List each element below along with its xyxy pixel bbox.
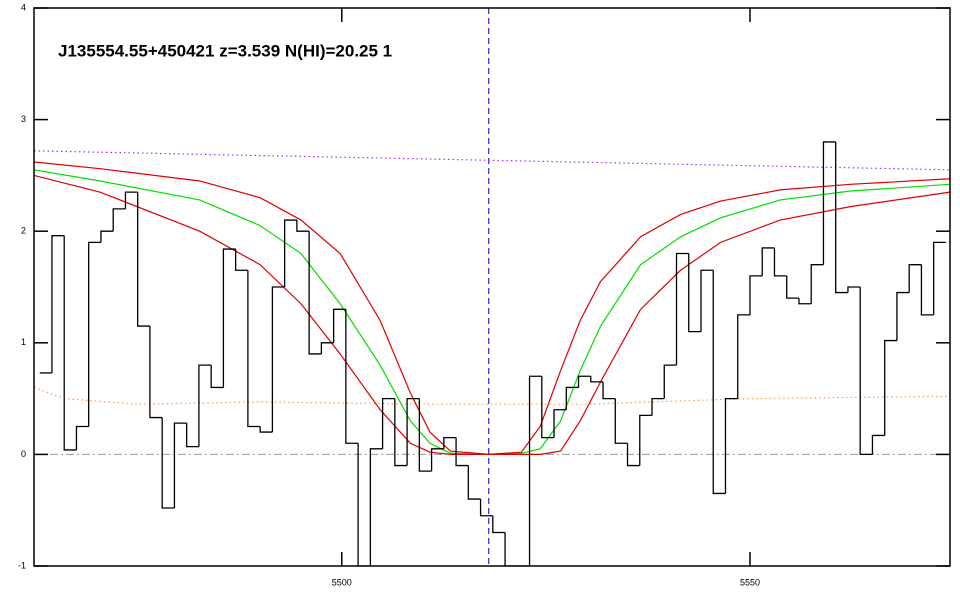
- flux-step: [920, 264, 934, 316]
- frame: [33, 7, 951, 567]
- flux-step: [626, 443, 640, 467]
- flux-step: [492, 515, 506, 534]
- flux-step: [479, 499, 493, 517]
- flux-step: [100, 230, 114, 243]
- flux-step: [357, 443, 371, 566]
- model-line: [34, 161, 950, 456]
- flux-step: [296, 220, 310, 232]
- flux-step: [871, 434, 885, 455]
- flux-step: [700, 269, 714, 332]
- flux-step: [798, 298, 812, 305]
- flux-step: [504, 532, 518, 566]
- flux-step: [222, 248, 236, 388]
- y-tick-label: 2: [21, 226, 26, 236]
- flux-step: [528, 375, 542, 566]
- flux-step: [210, 365, 224, 389]
- flux-step: [884, 339, 897, 436]
- flux-step: [137, 192, 150, 327]
- flux-step: [418, 398, 432, 472]
- flux-step: [737, 314, 750, 399]
- plot-area: [34, 8, 950, 566]
- x-tick-label: 5550: [740, 577, 760, 587]
- flux-step: [565, 386, 579, 410]
- flux-step: [810, 264, 824, 304]
- flux-step: [369, 448, 383, 566]
- flux-step: [908, 264, 922, 293]
- flux-step: [773, 247, 787, 277]
- flux-step: [749, 275, 763, 315]
- flux-step: [639, 414, 653, 466]
- flux-step: [345, 309, 359, 444]
- flux-step: [467, 465, 481, 500]
- flux-step: [247, 270, 261, 428]
- x-tick-label: 5500: [332, 577, 352, 587]
- flux-step: [590, 376, 604, 383]
- y-tick-label: -1: [18, 560, 26, 570]
- model-line: [34, 174, 950, 455]
- flux-step: [651, 397, 665, 416]
- flux-step: [541, 376, 555, 439]
- flux-step: [235, 249, 248, 271]
- flux-step: [308, 231, 322, 355]
- y-tick-label: 4: [21, 2, 26, 12]
- flux-step: [896, 291, 910, 341]
- flux-step: [430, 448, 444, 472]
- flux-step: [688, 253, 701, 333]
- flux-step: [859, 287, 873, 456]
- flux-step: [406, 397, 420, 466]
- flux-step: [822, 141, 836, 265]
- flux-step: [259, 426, 273, 433]
- y-tick-label: 1: [21, 337, 26, 347]
- flux-step: [186, 423, 199, 448]
- flux-step: [614, 398, 628, 444]
- flux-step: [51, 235, 65, 373]
- flux-step: [394, 398, 408, 467]
- flux-step: [332, 308, 346, 343]
- flux-step: [149, 326, 163, 419]
- flux-step: [88, 241, 101, 427]
- flux-step: [381, 397, 395, 449]
- flux-step: [173, 422, 187, 508]
- flux-step: [933, 241, 946, 315]
- flux-step: [443, 437, 457, 449]
- flux-step: [835, 141, 848, 294]
- flux-step: [455, 437, 469, 467]
- flux-step: [675, 252, 689, 366]
- flux-step: [112, 208, 126, 232]
- flux-step: [553, 409, 567, 438]
- flux-step: [63, 235, 77, 451]
- flux-step: [161, 417, 175, 509]
- flux-step: [712, 270, 726, 495]
- chart-title: J135554.55+450421 z=3.539 N(HI)=20.25 1: [58, 41, 392, 60]
- flux-step: [124, 191, 138, 209]
- flux-step: [577, 375, 591, 388]
- flux-step: [663, 364, 677, 399]
- flux-step: [320, 342, 334, 354]
- y-tick-label: 3: [21, 114, 26, 124]
- flux-step: [724, 397, 738, 494]
- flux-step: [847, 286, 861, 293]
- flux-step: [761, 247, 775, 276]
- flux-step: [283, 219, 297, 287]
- flux-step: [198, 364, 212, 447]
- flux-step: [75, 425, 89, 450]
- flux-step: [271, 286, 285, 433]
- y-tick-label: 0: [21, 449, 26, 459]
- flux-step: [786, 275, 799, 299]
- flux-step: [602, 381, 616, 400]
